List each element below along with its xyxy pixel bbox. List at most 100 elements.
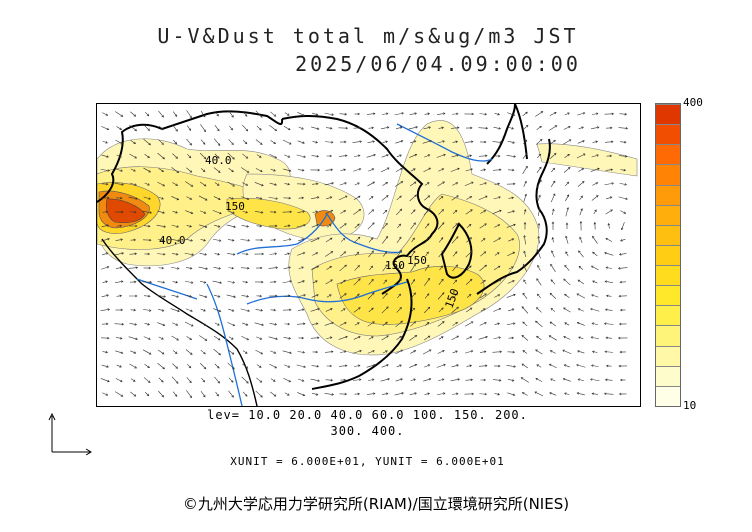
wind-arrow — [340, 351, 346, 353]
wind-arrow — [144, 392, 150, 396]
wind-arrow-head — [330, 308, 333, 311]
wind-arrow-head — [441, 378, 445, 381]
wind-arrow — [325, 127, 333, 129]
wind-arrow — [242, 391, 248, 397]
wind-arrow-head — [316, 364, 320, 368]
wind-arrow — [185, 181, 193, 187]
wind-arrow-head — [120, 169, 123, 172]
wind-arrow-head — [331, 182, 334, 185]
wind-arrow-head — [511, 266, 514, 269]
wind-arrow-head — [523, 234, 526, 238]
reference-vector-axes — [48, 412, 92, 455]
wind-arrow-head — [455, 293, 458, 296]
wind-arrow-head — [387, 167, 390, 170]
wind-arrow-head — [344, 322, 347, 325]
wind-arrow-head — [162, 238, 165, 242]
wind-arrow — [144, 323, 150, 325]
wind-arrow-head — [413, 140, 417, 143]
wind-arrow — [424, 113, 430, 115]
wind-arrow — [325, 210, 333, 214]
wind-arrow — [325, 279, 333, 285]
wind-arrow-head — [301, 266, 304, 269]
wind-arrow — [578, 266, 584, 270]
wind-arrow-head — [623, 211, 627, 214]
wind-arrow — [284, 392, 290, 396]
wind-arrow-head — [148, 224, 151, 228]
wind-arrow — [340, 169, 346, 171]
wind-arrow — [326, 337, 332, 339]
wind-arrow-head — [525, 111, 528, 115]
wind-arrow — [102, 252, 108, 256]
wind-arrow-head — [604, 280, 608, 283]
wind-arrow-head — [316, 127, 320, 130]
wind-arrow-head — [498, 364, 501, 368]
wind-arrow-head — [329, 126, 333, 130]
wind-arrow-head — [592, 235, 595, 239]
wind-arrow-head — [259, 128, 262, 131]
wind-arrow-head — [107, 379, 110, 383]
wind-arrow-head — [457, 378, 460, 381]
wind-arrow-head — [485, 126, 489, 130]
wind-arrow-head — [343, 308, 346, 311]
wind-arrow-head — [302, 168, 305, 172]
wind-arrow — [381, 154, 389, 158]
wind-arrow — [464, 181, 474, 187]
wind-arrow-head — [371, 278, 374, 282]
wind-arrow — [439, 265, 443, 271]
wind-arrow — [325, 379, 333, 381]
wind-arrow — [606, 295, 612, 297]
wind-arrow — [115, 281, 123, 283]
wind-arrow-head — [400, 140, 404, 143]
wind-arrow — [450, 127, 460, 129]
wind-arrow-head — [441, 126, 445, 130]
wind-arrow — [591, 113, 599, 115]
wind-arrow-head — [163, 295, 166, 298]
wind-arrow-head — [161, 169, 164, 172]
wind-arrow-head — [189, 395, 192, 399]
wind-arrow — [436, 154, 446, 158]
colorbar-step — [656, 104, 680, 125]
wind-arrow-head — [120, 351, 124, 354]
wind-arrow — [577, 322, 585, 326]
wind-arrow-head — [551, 236, 555, 240]
wind-arrow-head — [316, 182, 319, 186]
wind-arrow-head — [373, 363, 376, 367]
wind-arrow-head — [301, 196, 305, 200]
wind-arrow — [339, 293, 347, 299]
wind-arrow-head — [590, 265, 594, 268]
wind-arrow — [214, 376, 220, 384]
wind-arrow — [437, 392, 445, 396]
wind-arrow-head — [624, 183, 628, 186]
wind-arrow-head — [426, 251, 429, 254]
wind-arrow-head — [624, 112, 628, 116]
coastline-korea — [440, 222, 473, 279]
wind-arrow — [537, 208, 541, 216]
wind-arrow — [549, 363, 557, 369]
wind-arrow-head — [245, 366, 249, 369]
wind-arrow — [102, 140, 108, 144]
wind-arrow-head — [484, 112, 488, 116]
wind-arrow-head — [343, 378, 347, 382]
wind-arrow — [283, 337, 291, 339]
wind-arrow-head — [231, 115, 234, 118]
wind-arrow-head — [535, 377, 538, 381]
wind-arrow — [396, 336, 402, 340]
wind-arrow-head — [204, 225, 208, 228]
wind-arrow-head — [427, 112, 431, 116]
wind-arrow — [478, 127, 488, 129]
wind-arrow-head — [134, 280, 137, 284]
wind-arrow — [422, 349, 432, 355]
wind-arrow — [297, 112, 305, 116]
wind-arrow-head — [345, 364, 348, 368]
wind-arrow-head — [288, 169, 292, 172]
wind-arrow-head — [189, 170, 193, 173]
wind-arrow — [537, 293, 541, 299]
wind-arrow-head — [175, 211, 178, 214]
wind-arrow-head — [315, 322, 319, 325]
wind-arrow — [522, 111, 528, 117]
wind-arrow — [453, 279, 457, 285]
wind-arrow — [438, 168, 444, 172]
wind-arrow — [410, 292, 416, 300]
wind-arrow — [324, 351, 334, 353]
wind-arrow-head — [302, 280, 305, 283]
